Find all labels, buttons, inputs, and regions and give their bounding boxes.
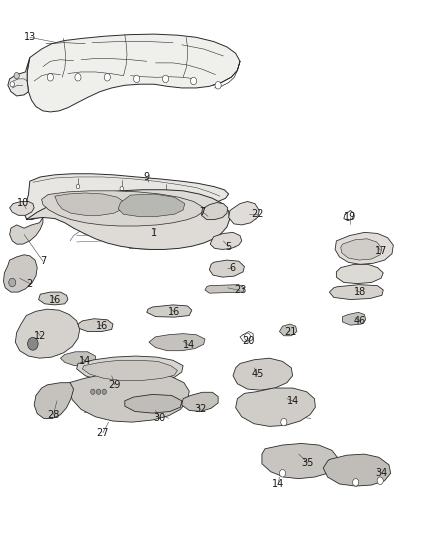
Text: 14: 14 bbox=[79, 357, 92, 366]
Polygon shape bbox=[8, 58, 30, 96]
Polygon shape bbox=[78, 319, 113, 332]
Polygon shape bbox=[147, 305, 192, 317]
Text: 21: 21 bbox=[284, 327, 296, 336]
Circle shape bbox=[102, 389, 106, 394]
Circle shape bbox=[377, 477, 383, 484]
Circle shape bbox=[162, 75, 169, 83]
Text: 35: 35 bbox=[301, 458, 314, 467]
Circle shape bbox=[91, 389, 95, 394]
Polygon shape bbox=[335, 232, 393, 264]
Polygon shape bbox=[236, 388, 315, 426]
Polygon shape bbox=[329, 285, 383, 300]
Polygon shape bbox=[77, 356, 183, 383]
Polygon shape bbox=[323, 454, 391, 486]
Circle shape bbox=[47, 74, 53, 81]
Polygon shape bbox=[343, 312, 366, 325]
Circle shape bbox=[134, 75, 140, 83]
Polygon shape bbox=[341, 239, 382, 260]
Text: 1: 1 bbox=[151, 229, 157, 238]
Polygon shape bbox=[125, 394, 182, 413]
Polygon shape bbox=[82, 360, 177, 381]
Circle shape bbox=[164, 191, 167, 195]
Circle shape bbox=[120, 187, 124, 191]
Text: 45: 45 bbox=[251, 369, 264, 379]
Circle shape bbox=[96, 389, 101, 394]
Text: 16: 16 bbox=[49, 295, 61, 304]
Polygon shape bbox=[42, 191, 202, 226]
Polygon shape bbox=[336, 264, 383, 284]
Text: 32: 32 bbox=[194, 405, 207, 414]
Text: 16: 16 bbox=[95, 321, 108, 331]
Text: 13: 13 bbox=[24, 33, 36, 42]
Circle shape bbox=[104, 74, 110, 81]
Text: 7: 7 bbox=[199, 207, 205, 216]
Text: 30: 30 bbox=[154, 414, 166, 423]
Polygon shape bbox=[210, 232, 242, 249]
Circle shape bbox=[281, 418, 287, 426]
Text: 16: 16 bbox=[168, 307, 180, 317]
Text: 10: 10 bbox=[17, 198, 29, 207]
Polygon shape bbox=[118, 194, 185, 216]
Polygon shape bbox=[55, 193, 125, 215]
Text: 14: 14 bbox=[183, 341, 195, 350]
Circle shape bbox=[279, 470, 286, 477]
Circle shape bbox=[28, 337, 38, 350]
Circle shape bbox=[215, 82, 221, 89]
Text: 28: 28 bbox=[47, 410, 60, 419]
Polygon shape bbox=[10, 201, 34, 215]
Polygon shape bbox=[10, 217, 43, 244]
Circle shape bbox=[353, 479, 359, 486]
Text: 17: 17 bbox=[375, 246, 387, 255]
Polygon shape bbox=[209, 260, 244, 277]
Circle shape bbox=[10, 82, 14, 87]
Text: 46: 46 bbox=[354, 316, 366, 326]
Text: 20: 20 bbox=[243, 336, 255, 346]
Polygon shape bbox=[262, 443, 338, 479]
Text: 7: 7 bbox=[40, 256, 46, 266]
Text: 5: 5 bbox=[226, 242, 232, 252]
Polygon shape bbox=[60, 352, 95, 366]
Polygon shape bbox=[24, 174, 229, 220]
Polygon shape bbox=[201, 203, 228, 220]
Polygon shape bbox=[26, 190, 230, 249]
Polygon shape bbox=[205, 285, 244, 293]
Polygon shape bbox=[4, 255, 37, 292]
Circle shape bbox=[14, 72, 19, 79]
Text: 18: 18 bbox=[354, 287, 366, 297]
Text: 2: 2 bbox=[27, 279, 33, 288]
Circle shape bbox=[75, 74, 81, 81]
Text: 19: 19 bbox=[344, 213, 357, 222]
Text: 14: 14 bbox=[286, 396, 299, 406]
Text: 6: 6 bbox=[229, 263, 235, 273]
Text: 12: 12 bbox=[34, 331, 46, 341]
Text: 9: 9 bbox=[144, 172, 150, 182]
Polygon shape bbox=[229, 201, 259, 225]
Text: 14: 14 bbox=[272, 479, 284, 489]
Polygon shape bbox=[279, 324, 297, 336]
Polygon shape bbox=[69, 372, 189, 422]
Circle shape bbox=[191, 77, 197, 85]
Polygon shape bbox=[34, 383, 74, 418]
Text: 34: 34 bbox=[376, 469, 388, 478]
Polygon shape bbox=[149, 334, 205, 351]
Polygon shape bbox=[27, 34, 240, 112]
Circle shape bbox=[76, 184, 80, 189]
Polygon shape bbox=[182, 392, 218, 411]
Polygon shape bbox=[233, 358, 293, 390]
Polygon shape bbox=[15, 309, 80, 358]
Text: 29: 29 bbox=[109, 380, 121, 390]
Text: 23: 23 bbox=[234, 286, 246, 295]
Text: 27: 27 bbox=[97, 428, 109, 438]
Text: 22: 22 bbox=[251, 209, 264, 219]
Polygon shape bbox=[39, 292, 68, 305]
Circle shape bbox=[9, 278, 16, 287]
Circle shape bbox=[244, 333, 251, 341]
